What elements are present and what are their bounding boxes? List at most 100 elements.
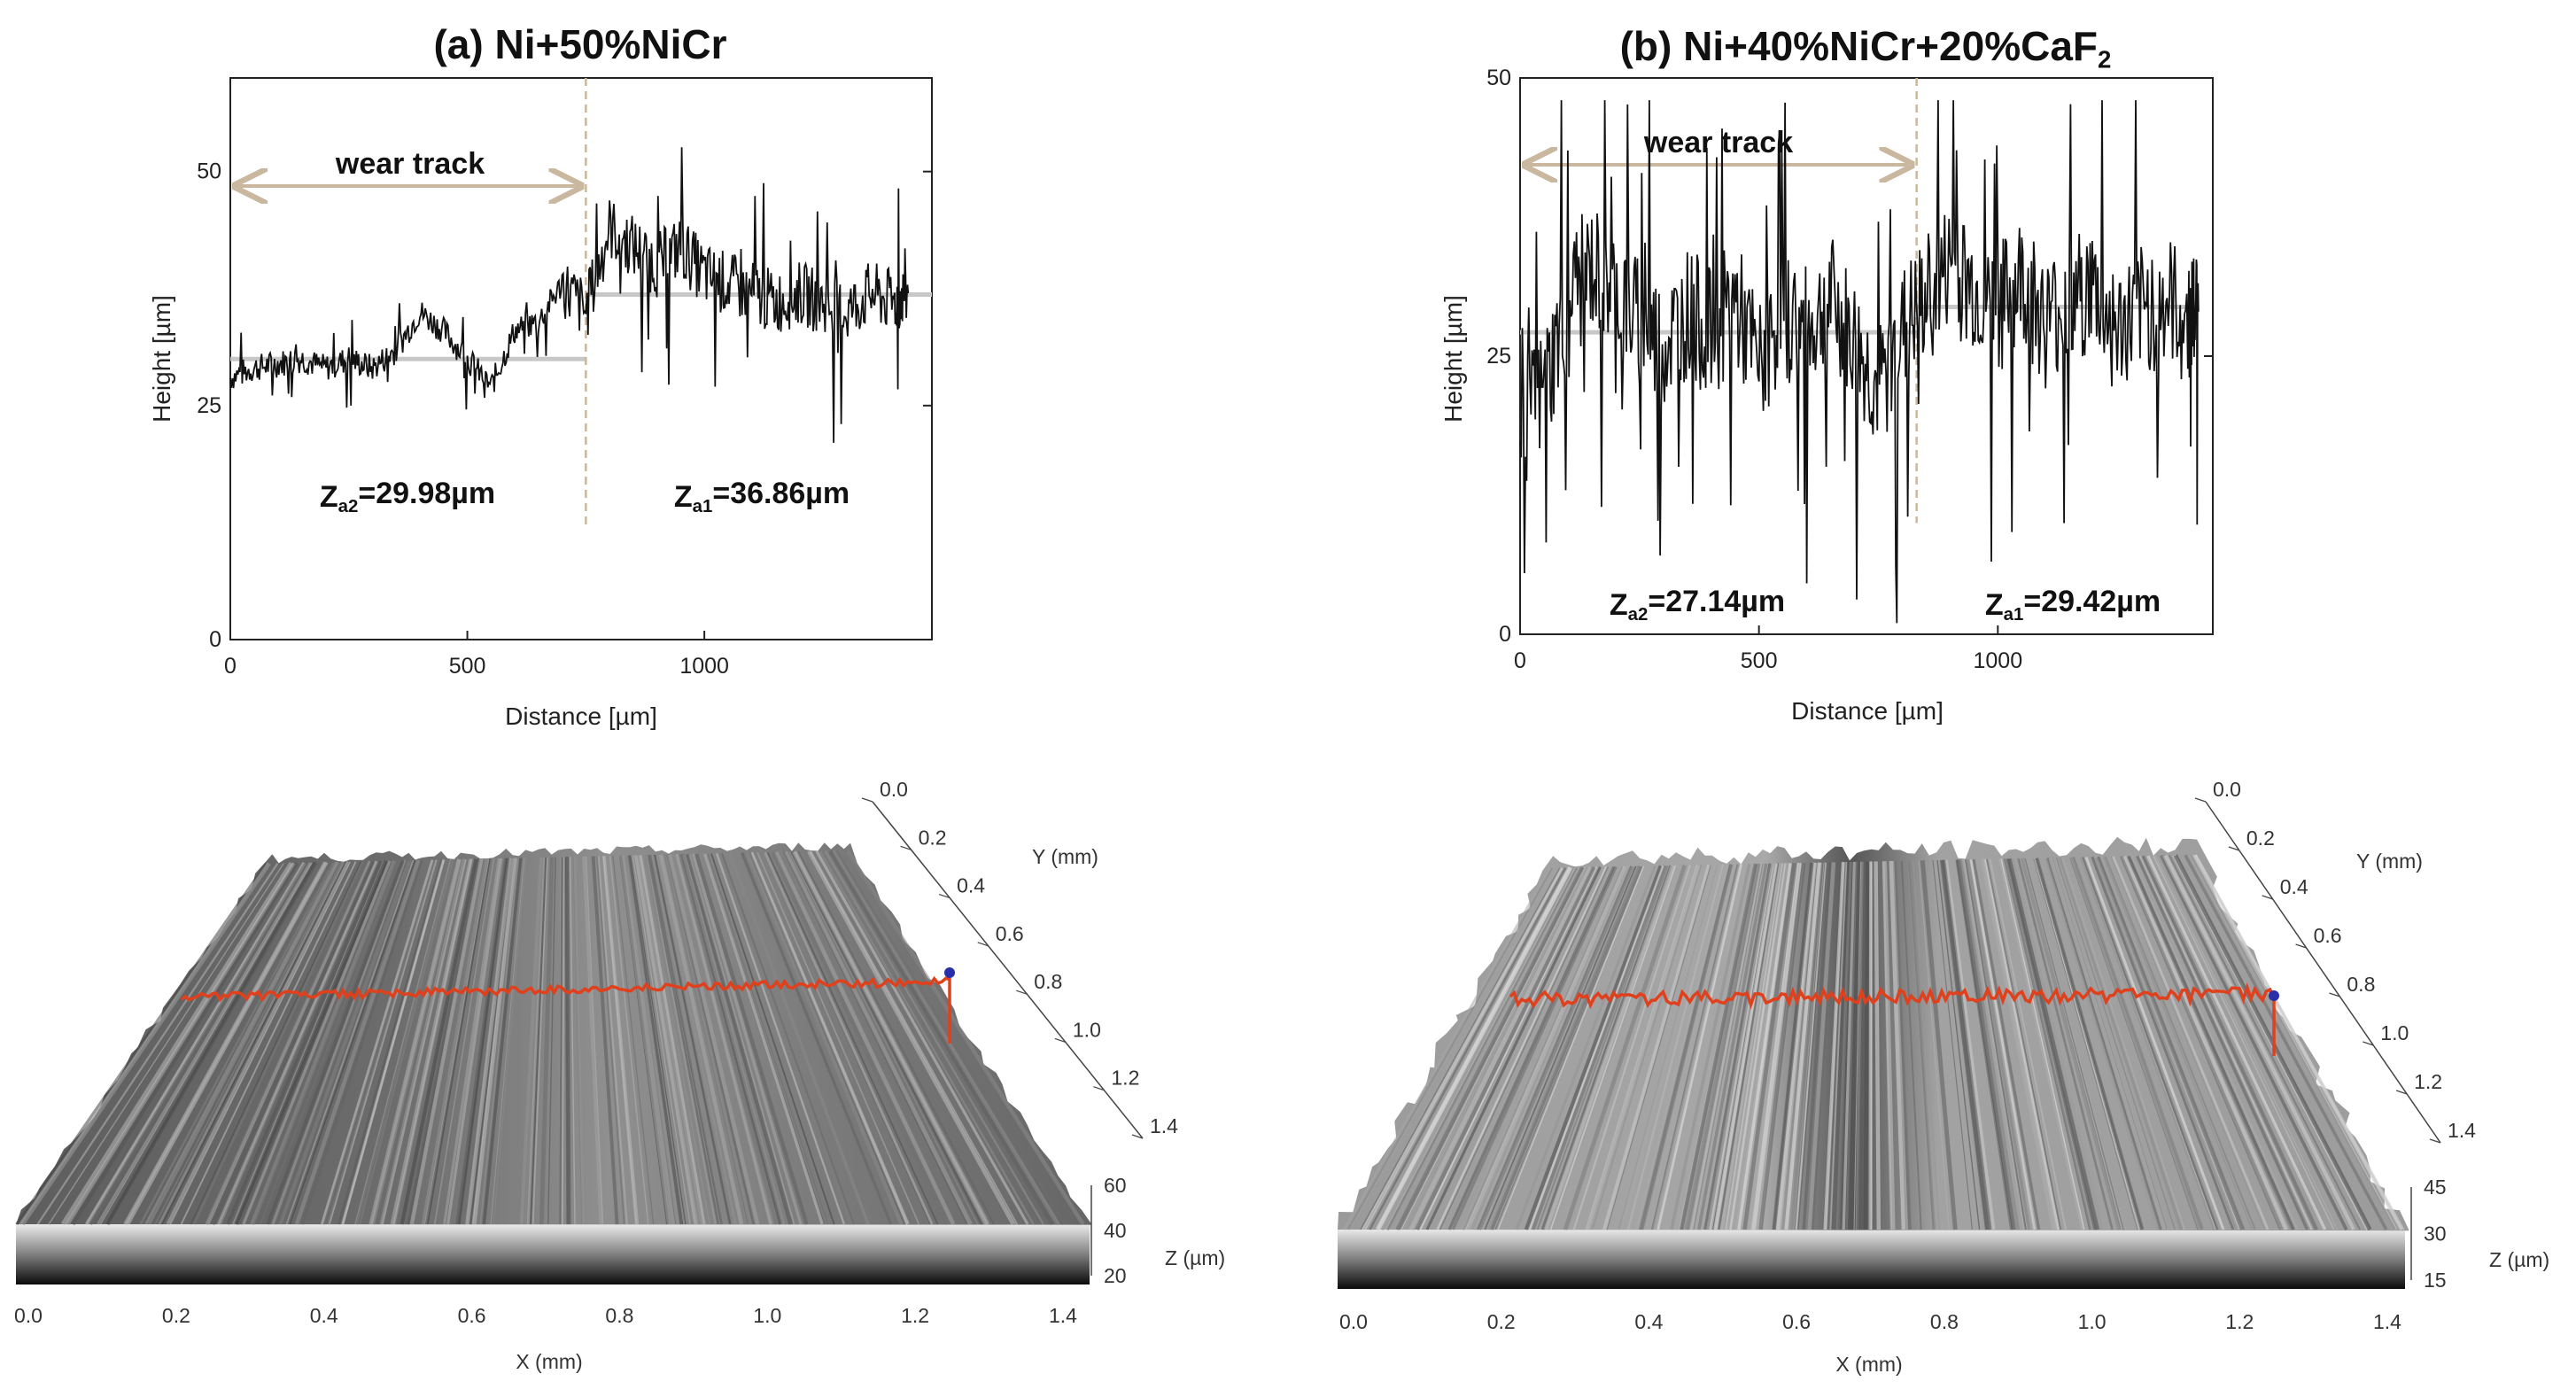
y3d-tick-label: 1.2 — [2414, 1070, 2442, 1093]
surface-groove — [1837, 861, 1852, 1230]
surface-groove — [1419, 866, 1597, 1230]
surface-groove — [1524, 865, 1663, 1230]
surface-groove — [266, 859, 405, 1225]
surface-groove — [832, 850, 1060, 1226]
surface-groove — [2079, 857, 2215, 1230]
surface-groove — [1938, 859, 1986, 1230]
panel-a-wear-track-label: wear track — [335, 147, 485, 181]
z3d-tick-label: 60 — [1104, 1174, 1127, 1197]
surface-groove — [2126, 855, 2293, 1230]
z3d-axis-label: Z (µm) — [1165, 1246, 1225, 1269]
surface-groove — [810, 850, 1019, 1225]
surface-groove — [242, 860, 392, 1225]
panel-a-za1-annotation: Za1=36.86µm — [674, 477, 850, 516]
surface-groove — [519, 857, 543, 1225]
surface-groove — [482, 858, 523, 1225]
x-tick-label: 500 — [449, 654, 486, 679]
y3d-tick-label: 0.0 — [2213, 778, 2241, 801]
surface-groove — [746, 851, 904, 1225]
surface-groove — [807, 850, 1015, 1225]
surface-groove — [2122, 855, 2288, 1230]
surface-groove — [1401, 866, 1586, 1230]
surface-groove — [490, 858, 525, 1225]
surface-groove — [369, 858, 462, 1225]
surface-groove — [694, 853, 809, 1225]
surface-groove — [2091, 856, 2235, 1230]
surface-groove — [1989, 858, 2068, 1230]
surface-groove — [1415, 865, 1596, 1230]
surface-groove — [569, 857, 576, 1225]
surface-groove — [1853, 861, 1862, 1230]
surface-groove — [1369, 866, 1567, 1230]
y-tick-label: 25 — [1486, 344, 1511, 369]
surface-groove — [2004, 858, 2093, 1230]
surface-groove — [1379, 866, 1575, 1231]
surface-groove — [819, 850, 1035, 1225]
surface-groove — [21, 862, 271, 1226]
y3d-tick-label: 0.4 — [957, 874, 985, 897]
surface-groove — [1891, 860, 1909, 1230]
surface-groove — [1451, 865, 1618, 1230]
x3d-tick-label: 0.4 — [1634, 1310, 1663, 1333]
surface-groove — [2084, 857, 2225, 1230]
panel-a-trace-end-marker — [944, 967, 955, 978]
surface-groove — [479, 858, 520, 1225]
surface-groove — [421, 858, 489, 1225]
z3d-axis-label: Z (µm) — [2489, 1248, 2549, 1271]
surface-groove — [1706, 863, 1773, 1230]
x3d-tick-label: 1.0 — [753, 1304, 781, 1327]
surface-groove — [1889, 860, 1906, 1230]
surface-groove — [2120, 856, 2284, 1230]
y3d-tick-label: 0.6 — [996, 922, 1024, 945]
surface-groove — [2156, 855, 2343, 1230]
surface-groove — [2141, 855, 2318, 1230]
surface-groove — [749, 851, 909, 1225]
y3d-tick-label: 0.0 — [880, 778, 908, 801]
surface-groove — [285, 859, 415, 1225]
surface-groove — [1802, 862, 1832, 1230]
surface-groove — [791, 850, 988, 1226]
surface-groove — [1489, 865, 1642, 1230]
surface-groove — [400, 858, 478, 1225]
surface-groove — [2058, 857, 2184, 1230]
surface-groove — [771, 851, 949, 1225]
surface-groove — [2080, 857, 2216, 1230]
z3d-tick-label: 15 — [2424, 1269, 2447, 1292]
surface-groove — [443, 858, 500, 1225]
y3d-tick — [861, 797, 873, 803]
x3d-tick-label: 1.4 — [2373, 1310, 2401, 1333]
surface-groove — [1908, 860, 1936, 1230]
surface-groove — [1364, 867, 1563, 1230]
surface-groove — [395, 858, 474, 1225]
surface-groove — [774, 850, 956, 1226]
surface-groove — [2095, 856, 2245, 1230]
surface-groove — [667, 854, 760, 1225]
y3d-tick — [900, 845, 912, 850]
y-tick-label: 25 — [197, 393, 221, 418]
surface-groove — [638, 855, 703, 1225]
x-tick-label: 1000 — [679, 654, 729, 679]
surface-groove — [250, 859, 397, 1225]
surface-groove — [1463, 865, 1625, 1230]
panel-b-3d-surface: 0.0 0.2 0.4 0.6 0.8 1.0 1.2 1.4 X (mm) 0.0 0.2 0.4 0… — [1338, 778, 2549, 1376]
surface-groove — [1408, 865, 1593, 1231]
surface-groove — [217, 860, 377, 1225]
panel-a-3d-axes: 0.0 0.2 0.4 0.6 0.8 1.0 1.2 1.4 X (mm) 0.0 0.2 0.4 0… — [14, 778, 1225, 1373]
y3d-tick-label: 1.4 — [1150, 1114, 1178, 1137]
surface-groove — [1965, 859, 2027, 1230]
surface-groove — [341, 858, 446, 1225]
surface-groove — [749, 852, 906, 1225]
y3d-tick — [1093, 1086, 1105, 1091]
surface-groove — [166, 860, 351, 1225]
surface-groove — [703, 853, 824, 1225]
surface-groove — [1725, 863, 1784, 1230]
surface-groove — [602, 856, 640, 1225]
surface-groove — [329, 859, 438, 1225]
surface-groove — [2006, 858, 2097, 1230]
surface-groove — [1874, 861, 1881, 1230]
y3d-tick-label: 1.0 — [2380, 1021, 2409, 1044]
surface-groove — [782, 851, 968, 1225]
surface-groove — [60, 861, 294, 1226]
surface-groove — [626, 855, 684, 1225]
x3d-tick-label: 0.6 — [458, 1304, 486, 1327]
